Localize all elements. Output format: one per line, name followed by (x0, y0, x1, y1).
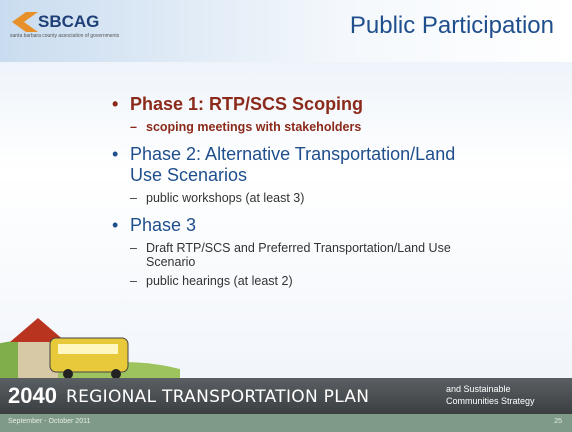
sub-bullet: –scoping meetings with stakeholders (130, 120, 457, 134)
footer-strategy: Communities Strategy (446, 396, 535, 406)
bullet-list: •Phase 1: RTP/SCS Scoping–scoping meetin… (112, 94, 457, 298)
bullet-dot: • (112, 215, 130, 236)
sub-text: scoping meetings with stakeholders (146, 120, 361, 134)
logo: SBCAG (38, 12, 99, 32)
bullet: •Phase 1: RTP/SCS Scoping (112, 94, 457, 115)
bullet-text: Phase 3 (130, 215, 196, 236)
footer-banner: 2040 REGIONAL TRANSPORTATION PLAN and Su… (0, 378, 572, 414)
footer-year: 2040 (8, 383, 57, 409)
logo-mark (10, 10, 40, 34)
bullet-item: •Phase 1: RTP/SCS Scoping –scoping meetin… (112, 94, 457, 134)
sub-dash: – (130, 274, 146, 288)
sub-dash: – (130, 191, 146, 205)
sub-bullet: –public workshops (at least 3) (130, 191, 457, 205)
sub-text: public workshops (at least 3) (146, 191, 304, 205)
footer-date: September - October 2011 (8, 418, 90, 425)
sub-bullet: –public hearings (at least 2) (130, 274, 457, 288)
bullet: •Phase 2: Alternative Transportation/Lan… (112, 144, 457, 186)
sub-bullet: –Draft RTP/SCS and Preferred Transportat… (130, 241, 457, 269)
bullet-dot: • (112, 144, 130, 186)
logo-subtitle: santa barbara county association of gove… (10, 33, 119, 39)
bullet-text: Phase 1: RTP/SCS Scoping (130, 94, 363, 115)
bullet-item: •Phase 3 –Draft RTP/SCS and Preferred Tra… (112, 215, 457, 288)
footer-plan: REGIONAL TRANSPORTATION PLAN (66, 387, 369, 407)
sub-dash: – (130, 120, 146, 134)
slide-title: Public Participation (350, 12, 554, 40)
footer-and: and Sustainable (446, 384, 511, 394)
sub-text: public hearings (at least 2) (146, 274, 293, 288)
footer-bar: September - October 2011 25 (0, 414, 572, 432)
slide: SBCAG santa barbara county association o… (0, 0, 572, 432)
illustration (0, 290, 180, 385)
sub-text: Draft RTP/SCS and Preferred Transportati… (146, 241, 457, 269)
bullet-item: •Phase 2: Alternative Transportation/Lan… (112, 144, 457, 205)
page-number: 25 (554, 418, 562, 425)
bullet-text: Phase 2: Alternative Transportation/Land… (130, 144, 457, 186)
sub-dash: – (130, 241, 146, 269)
bullet-dot: • (112, 94, 130, 115)
bullet: •Phase 3 (112, 215, 457, 236)
